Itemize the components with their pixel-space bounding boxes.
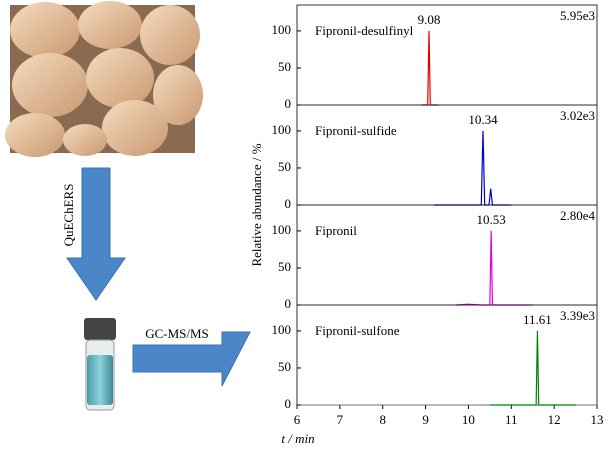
trace [421, 30, 439, 106]
vial [84, 318, 116, 411]
y-tick-label: 0 [285, 196, 292, 211]
x-tick-label: 9 [422, 412, 429, 427]
legend-label: Fipronil-sulfone [315, 323, 400, 338]
right-arrow [132, 331, 251, 387]
intensity-label: 5.95e3 [560, 8, 595, 23]
x-tick-label: 8 [379, 412, 386, 427]
y-tick-label: 100 [272, 222, 292, 237]
x-tick-label: 11 [505, 412, 518, 427]
y-tick-label: 100 [272, 322, 292, 337]
down-arrow [66, 167, 126, 301]
y-tick-label: 50 [278, 59, 291, 74]
step-label: QuEChERS [61, 184, 76, 247]
legend-label: Fipronil [315, 223, 357, 238]
x-tick-label: 10 [462, 412, 475, 427]
y-tick-label: 100 [272, 22, 292, 37]
intensity-label: 3.39e3 [560, 308, 595, 323]
x-tick-label: 13 [591, 412, 604, 427]
y-tick-label: 50 [278, 359, 291, 374]
legend-label: Fipronil-desulfinyl [315, 23, 414, 38]
x-tick-label: 12 [548, 412, 561, 427]
y-tick-label: 100 [272, 122, 292, 137]
y-tick-label: 0 [285, 96, 292, 111]
intensity-label: 2.80e4 [560, 208, 596, 223]
x-tick-label: 7 [337, 412, 344, 427]
legend-label: Fipronil-sulfide [315, 123, 397, 138]
egg-photo [5, 1, 203, 157]
step-label: GC-MS/MS [145, 326, 209, 341]
y-axis-title: Relative abundance / % [249, 143, 264, 266]
peak-label: 9.08 [418, 12, 441, 27]
trace [455, 230, 533, 306]
trace [434, 130, 512, 206]
peak-label: 10.53 [477, 212, 506, 227]
y-tick-label: 50 [278, 159, 291, 174]
peak-label: 11.61 [523, 312, 552, 327]
x-tick-label: 6 [294, 412, 301, 427]
y-tick-label: 0 [285, 396, 292, 411]
intensity-label: 3.02e3 [560, 108, 595, 123]
y-tick-label: 50 [278, 259, 291, 274]
y-tick-label: 0 [285, 296, 292, 311]
x-axis-title: t / min [281, 431, 314, 446]
trace [489, 330, 576, 406]
peak-label: 10.34 [468, 112, 498, 127]
